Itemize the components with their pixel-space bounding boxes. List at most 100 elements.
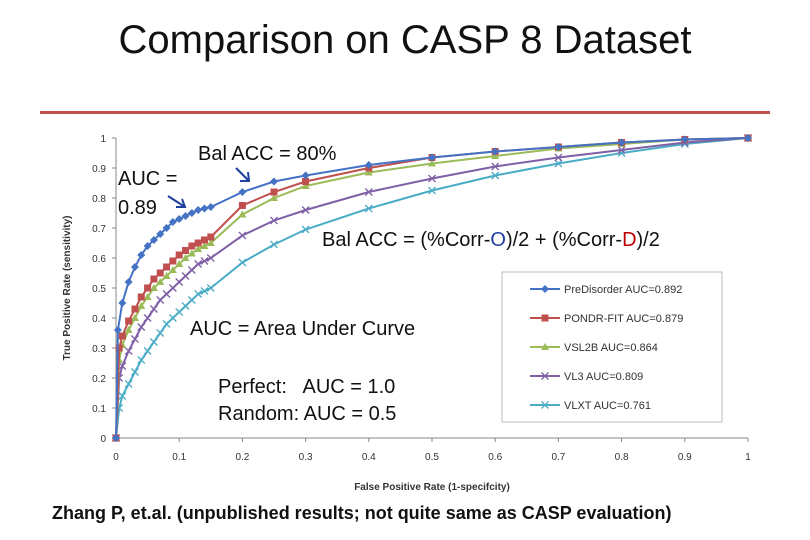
data-point <box>175 215 184 223</box>
x-tick-label: 0.4 <box>362 452 376 463</box>
data-point <box>162 224 171 232</box>
formula-o: O <box>490 229 506 251</box>
auc-arrow <box>167 195 186 208</box>
data-point <box>131 335 139 343</box>
data-point <box>143 293 152 300</box>
data-point <box>124 380 133 388</box>
data-point <box>131 368 139 376</box>
data-point <box>428 159 436 167</box>
data-point <box>194 239 202 247</box>
page-title: Comparison on CASP 8 Dataset <box>118 18 692 62</box>
auc-annotation-line1: AUC = <box>118 168 178 190</box>
data-point <box>143 314 152 322</box>
data-point <box>270 216 278 225</box>
data-point <box>200 236 208 244</box>
x-tick-label: 0.6 <box>488 452 502 463</box>
x-tick-label: 0.2 <box>235 452 249 463</box>
data-point <box>238 188 247 196</box>
y-tick-label: 0.4 <box>92 314 106 325</box>
data-point <box>162 290 171 298</box>
data-point <box>206 239 215 246</box>
data-point <box>149 284 158 291</box>
x-tick-label: 0.7 <box>551 452 565 463</box>
data-point <box>206 203 215 211</box>
data-point <box>113 326 122 334</box>
data-point <box>156 230 165 238</box>
data-point <box>302 178 310 185</box>
data-point <box>130 263 139 271</box>
data-point <box>270 194 278 201</box>
data-point <box>137 293 145 301</box>
data-point <box>617 138 626 147</box>
formula-part3: )/2 <box>636 229 660 251</box>
data-point <box>187 209 196 217</box>
x-tick-label: 1 <box>745 452 751 463</box>
data-point <box>238 210 247 218</box>
x-tick-label: 0.9 <box>678 452 692 463</box>
data-point <box>301 225 310 234</box>
series-3 <box>112 134 752 442</box>
data-point <box>137 323 146 331</box>
data-point <box>175 278 184 286</box>
data-point <box>364 161 373 169</box>
data-point <box>744 134 752 142</box>
data-point <box>143 347 152 355</box>
data-point <box>112 434 120 442</box>
data-point <box>168 314 177 322</box>
data-point <box>238 258 247 267</box>
data-point <box>541 343 549 350</box>
data-point <box>118 392 127 400</box>
data-point <box>207 233 215 241</box>
data-point <box>156 296 165 304</box>
data-point <box>428 174 436 183</box>
data-point <box>680 135 689 144</box>
data-point <box>188 242 196 250</box>
data-point <box>364 168 373 176</box>
data-point <box>200 204 209 213</box>
data-point <box>156 269 164 277</box>
x-tick-label: 0.1 <box>172 452 186 463</box>
data-point <box>118 299 127 307</box>
y-tick-label: 0.5 <box>92 284 106 295</box>
series-4 <box>112 134 752 442</box>
data-point <box>137 251 146 259</box>
random-auc-note: Random: AUC = 0.5 <box>218 403 397 425</box>
data-point <box>137 302 146 309</box>
data-point <box>181 272 190 280</box>
data-point <box>187 266 196 274</box>
bal-acc-annotation: Bal ACC = 80% <box>198 143 337 165</box>
data-point <box>118 332 126 340</box>
data-point <box>270 177 278 186</box>
y-tick-label: 0.3 <box>92 344 106 355</box>
data-point <box>162 272 171 279</box>
data-point <box>238 202 246 209</box>
legend-entry: VLXT AUC=0.761 <box>564 400 651 412</box>
y-tick-label: 0.8 <box>92 194 106 205</box>
data-point <box>200 287 209 295</box>
data-point <box>206 284 215 292</box>
data-point <box>206 254 215 262</box>
data-point <box>554 159 563 168</box>
perfect-auc-note: Perfect: AUC = 1.0 <box>218 376 396 398</box>
data-point <box>541 314 549 322</box>
data-point <box>200 257 209 265</box>
legend-entry: PONDR-FIT AUC=0.879 <box>564 313 683 325</box>
data-point <box>491 147 500 156</box>
y-tick-label: 0 <box>100 434 106 445</box>
data-point <box>491 162 500 171</box>
data-point <box>194 260 203 268</box>
data-point <box>200 242 209 249</box>
data-point <box>124 347 133 355</box>
y-axis-label: True Positive Rate (sensitivity) <box>62 215 73 360</box>
bal-acc-arrow <box>235 167 249 181</box>
data-point <box>428 153 436 162</box>
data-point <box>194 290 203 298</box>
data-point <box>175 260 184 267</box>
data-point <box>150 275 158 283</box>
data-point <box>554 143 563 151</box>
y-tick-label: 1 <box>100 134 106 145</box>
legend-entry: VSL2B AUC=0.864 <box>564 342 658 354</box>
data-point <box>175 251 183 259</box>
data-point <box>541 401 549 409</box>
data-point <box>137 356 146 364</box>
